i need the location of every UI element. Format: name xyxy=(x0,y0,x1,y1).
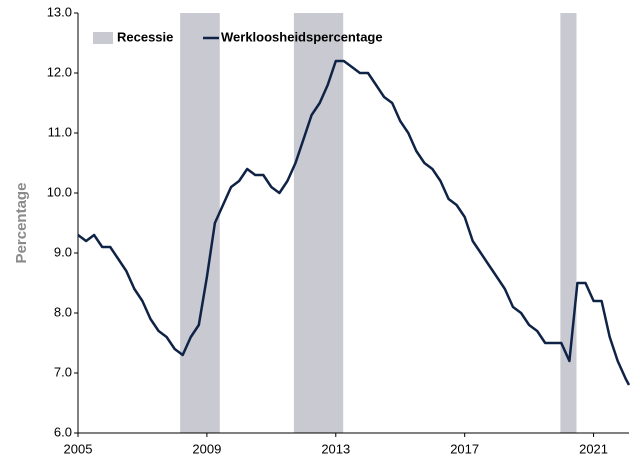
x-tick-label: 2005 xyxy=(64,441,93,456)
y-tick-label: 9.0 xyxy=(54,244,72,259)
line xyxy=(77,59,631,386)
y-tick-label: 8.0 xyxy=(54,304,72,319)
legend-label: Recessie xyxy=(117,29,173,44)
recession-band xyxy=(293,13,344,433)
legend-label: Werkloosheidspercentage xyxy=(221,29,383,44)
y-tick-label: 13.0 xyxy=(47,4,72,19)
recession-band xyxy=(180,13,220,433)
y-tick-label: 12.0 xyxy=(47,64,72,79)
x-tick-label: 2017 xyxy=(450,441,479,456)
y-tick-label: 7.0 xyxy=(54,364,72,379)
legend-swatch xyxy=(93,32,113,44)
y-tick-label: 10.0 xyxy=(47,184,72,199)
y-tick-label: 6.0 xyxy=(54,424,72,439)
y-axis-label: Percentage xyxy=(13,183,30,264)
y-tick-label: 11.0 xyxy=(48,124,72,139)
x-tick-label: 2009 xyxy=(192,441,221,456)
x-tick-label: 2021 xyxy=(579,441,608,456)
recession-band xyxy=(560,13,577,433)
x-tick-label: 2013 xyxy=(321,441,350,456)
